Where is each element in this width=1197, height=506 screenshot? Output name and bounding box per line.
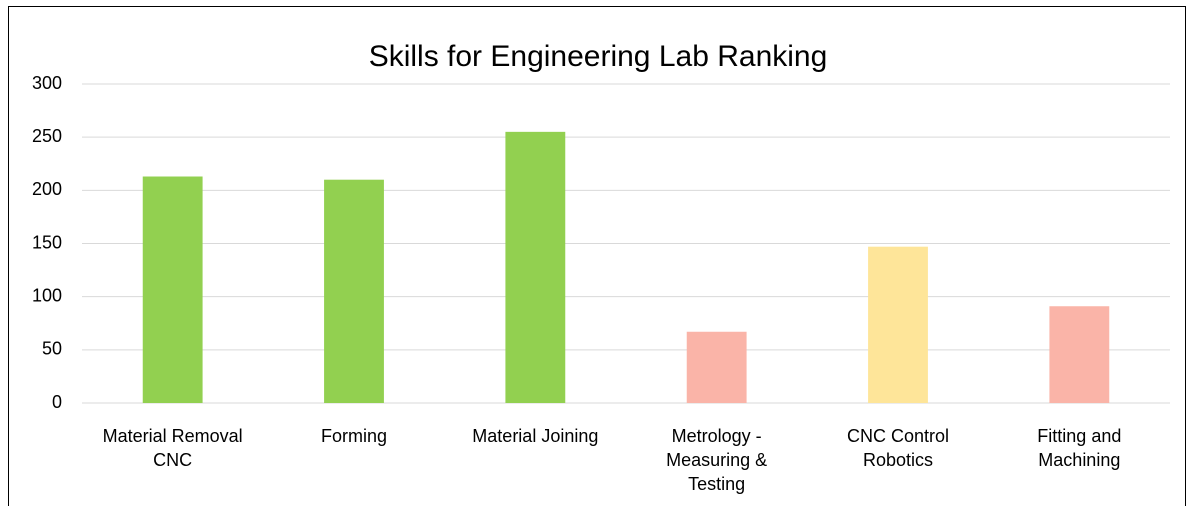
x-tick-label: Material Removal CNC: [102, 426, 243, 470]
bar: [142, 176, 203, 403]
x-tick-label: Forming: [320, 426, 387, 446]
x-tick-label: CNC Control Robotics: [846, 426, 950, 470]
bar: [505, 131, 566, 403]
bar: [686, 331, 747, 403]
y-tick-label: 100: [32, 285, 62, 305]
y-tick-label: 50: [42, 339, 62, 359]
bar: [324, 179, 384, 403]
x-tick-label: Fitting and Machining: [1037, 426, 1122, 470]
y-tick-label: 250: [32, 126, 62, 146]
chart-title: Skills for Engineering Lab Ranking: [369, 40, 828, 73]
bar: [1049, 306, 1110, 403]
bar: [868, 246, 928, 403]
x-tick-label: Metrology - Measuring & Testing: [666, 426, 768, 494]
y-tick-label: 150: [32, 232, 62, 252]
chart-frame: [8, 6, 1186, 506]
x-tick-label: Material Joining: [472, 426, 599, 446]
y-tick-label: 0: [52, 392, 62, 412]
y-tick-label: 200: [32, 179, 62, 199]
y-tick-label: 300: [32, 73, 62, 93]
